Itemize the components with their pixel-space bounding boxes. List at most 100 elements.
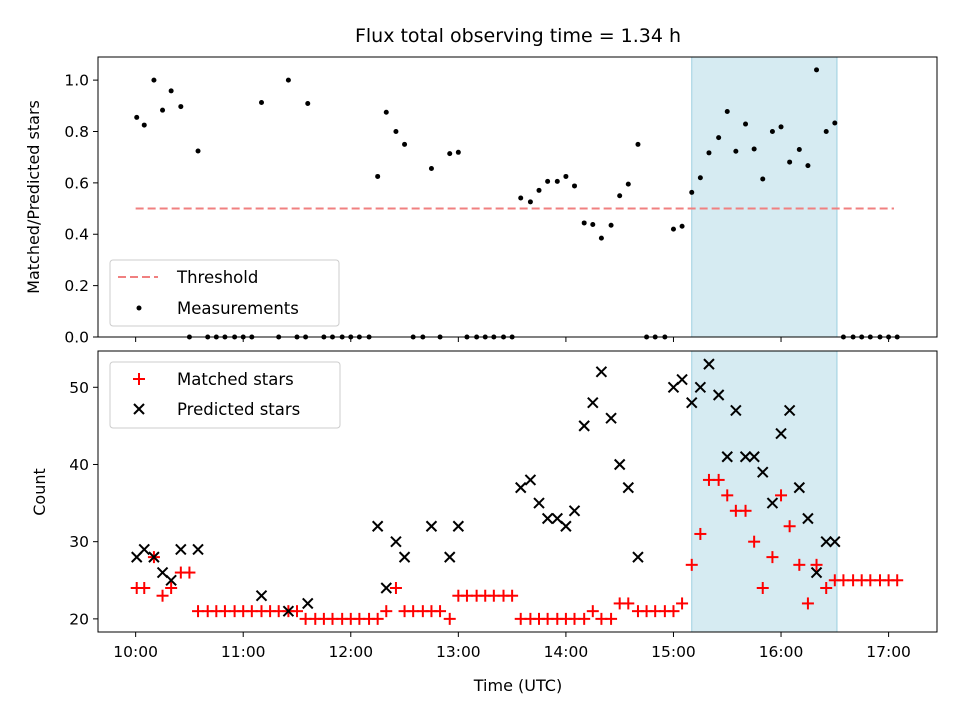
predicted-star-point [165,574,177,586]
measurement-point [554,178,560,184]
legend-measurements-swatch [136,305,142,311]
predicted-star-point [390,535,402,548]
predicted-star-point [587,397,599,409]
matched-star-point [586,605,599,618]
predicted-star-point [444,551,456,563]
x-tick-label: 12:00 [328,643,373,661]
measurement-point [733,148,739,154]
x-tick-label: 17:00 [866,643,911,661]
predicted-star-point [829,535,841,548]
measurement-point [751,146,757,152]
bottom-x-ticks: 10:00 11:00 12:00 13:00 14:00 15:00 16:00 17:00 [113,632,911,661]
predicted-star-point [595,366,608,378]
matched-star-point [389,581,402,594]
measurement-point [625,181,631,187]
top-legend: Threshold Measurements [109,259,340,327]
predicted-star-point [371,520,384,532]
predicted-star-point [783,404,796,417]
matched-star-point [748,535,761,548]
x-tick-label: 11:00 [221,643,266,661]
predicted-star-point [568,505,581,517]
measurement-point [805,163,811,169]
x-tick-label: 16:00 [759,643,804,661]
top-y-tick-label: 0.8 [64,123,89,141]
measurement-point [697,175,703,181]
measurement-point [598,235,604,241]
top-axes-frame [97,56,938,338]
top-y-tick-label: 0.4 [64,226,89,244]
measurement-point [518,195,524,201]
matched-star-point [766,551,779,564]
matched-star-point [434,605,447,618]
predicted-star-point [452,520,465,532]
matched-star-point [578,612,591,625]
measurement-point [769,128,775,134]
predicted-star-point [676,373,688,386]
x-axis-label: Time (UTC) [473,676,562,695]
bottom-axes-frame [97,350,938,633]
matched-star-point [183,566,196,579]
measurement-point [778,124,784,130]
top-observing-window-shade [691,56,838,338]
matched-star-point [801,597,814,610]
predicted-star-point [560,520,572,532]
measurement-point [724,108,730,114]
matched-star-point [371,612,384,625]
predicted-star-point [380,582,392,594]
measurement-point [679,223,685,229]
legend-matched-swatch [133,373,145,385]
measurement-point [716,135,722,141]
predicted-star-point [632,551,644,563]
predicted-star-point [148,551,160,563]
predicted-star-point [515,481,527,494]
measurement-point [393,128,399,134]
measurement-point [689,189,695,195]
measurement-point [545,178,551,184]
matched-star-point [165,581,178,594]
predicted-star-point [622,481,634,494]
measurement-point [581,220,587,226]
top-x-ticks [135,337,890,342]
measurement-point [670,226,676,232]
predicted-star-point [533,497,545,509]
measurement-point [178,104,184,110]
predicted-star-point [425,520,438,532]
predicted-star-point [686,397,698,409]
measurement-point [285,77,291,83]
measurement-point [383,109,389,115]
bottom-y-tick-label: 40 [69,456,89,474]
bottom-y-tick-label: 30 [69,533,89,551]
matched-star-point [138,581,151,594]
matched-star-point [793,558,806,571]
bottom-legend-box [109,361,341,429]
predicted-star-point [748,451,760,463]
matched-star-point [622,597,635,610]
measurement-point [572,183,578,189]
matched-star-point [712,473,725,486]
predicted-star-point [605,412,617,424]
legend-predicted-swatch [133,403,145,415]
predicted-star-point [757,466,769,478]
legend-matched-label: Matched stars [177,370,294,389]
predicted-star-point [730,404,742,417]
top-legend-box [109,259,340,327]
measurement-point [814,67,820,73]
x-tick-label: 14:00 [544,643,589,661]
matched-star-point [756,581,769,594]
chart-title: Flux total observing time = 1.34 h [355,25,681,47]
matched-star-point [156,589,169,602]
measurement-point [527,199,533,205]
top-y-ticks: 0.0 0.2 0.4 0.6 0.8 1.0 [64,72,98,347]
matched-star-point [506,589,519,602]
matched-star-point [676,597,689,610]
measurement-point [375,173,381,179]
bottom-observing-window-shade [691,350,838,633]
predicted-star-point [721,451,733,463]
measurement-point [617,193,623,199]
measurement-point [134,114,140,120]
predicted-star-point [302,597,314,610]
matched-star-point [783,520,796,533]
matched-star-point [290,605,303,618]
measurement-point [428,165,434,171]
measurement-point [160,107,166,113]
